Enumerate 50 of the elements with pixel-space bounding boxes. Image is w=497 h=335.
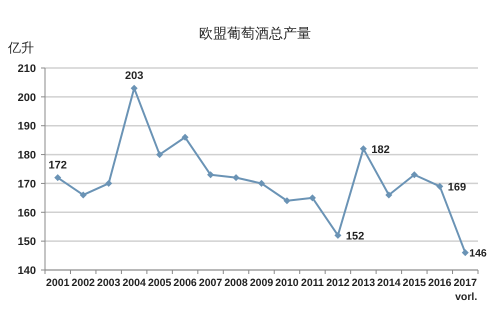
point [182, 134, 189, 141]
point [360, 145, 367, 152]
point [207, 171, 214, 178]
x-tick-label: 2012 [326, 277, 350, 289]
data-label: 152 [346, 230, 364, 242]
x-tick-label: 2015 [402, 277, 426, 289]
y-tick-label: 180 [18, 150, 36, 162]
x-tick-label: 2008 [224, 277, 248, 289]
y-tick-label: 140 [18, 265, 36, 277]
y-axis-title: 亿升 [7, 40, 34, 55]
y-tick-label: 170 [18, 178, 36, 190]
point [283, 197, 290, 204]
point [232, 174, 240, 182]
data-label: 203 [124, 70, 144, 82]
data-label: 182 [371, 144, 390, 156]
x-tick-label: 2007 [198, 277, 222, 289]
point [334, 232, 342, 239]
y-tick-label: 190 [18, 120, 36, 133]
point [130, 84, 138, 92]
data-label: 172 [48, 160, 67, 172]
x-tick-label: 2009 [250, 277, 274, 289]
x-tick-label: 2010 [275, 277, 299, 289]
point [308, 194, 316, 202]
x-tick-label: 2001 [46, 277, 70, 289]
data-label: 146 [469, 248, 487, 260]
chart-title: 欧盟葡萄酒总产量 [199, 25, 311, 41]
point [410, 171, 418, 178]
point [258, 180, 265, 187]
point [156, 151, 164, 158]
x-tick-label: 2003 [96, 277, 121, 289]
point [436, 182, 444, 190]
x-tick-label: 2013 [352, 277, 376, 289]
point [462, 249, 469, 256]
point [385, 191, 392, 198]
y-tick-label: 160 [18, 207, 36, 220]
y-tick-label: 210 [18, 63, 36, 75]
y-tick-label: 150 [18, 236, 36, 248]
x-tick-label: 2004 [122, 277, 146, 289]
x-tick-label: 2006 [173, 277, 197, 289]
x-tick-label: 2014 [377, 277, 401, 289]
x-tick-label: 2011 [301, 277, 324, 289]
x-tick-label: 2002 [72, 277, 96, 289]
y-tick-label: 200 [18, 92, 36, 104]
point [105, 180, 112, 187]
x-tick-label: 2005 [148, 277, 172, 289]
x-tick-label: 2017 vorl. [454, 277, 478, 303]
x-tick-label: 2016 [428, 277, 452, 289]
point [54, 174, 62, 182]
point [80, 191, 87, 198]
data-label: 169 [448, 181, 466, 194]
